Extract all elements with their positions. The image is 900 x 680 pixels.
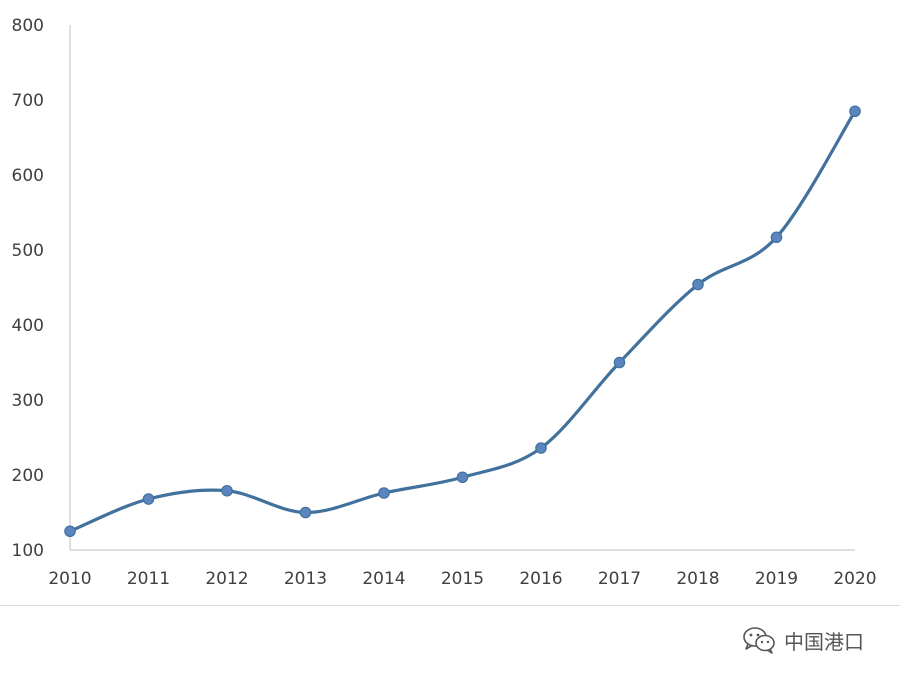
x-tick-label: 2013 xyxy=(284,569,327,589)
x-tick-label: 2020 xyxy=(833,569,876,589)
x-tick-label: 2017 xyxy=(598,569,641,589)
y-tick-label: 300 xyxy=(12,391,44,411)
data-point xyxy=(142,493,155,505)
y-tick-label: 800 xyxy=(12,16,44,36)
x-tick-label: 2014 xyxy=(362,569,405,589)
data-point xyxy=(613,356,626,369)
divider xyxy=(0,605,900,606)
data-point xyxy=(64,525,76,538)
data-point xyxy=(299,506,312,519)
y-tick-labels: 100 200 300 400 500 600 700 800 xyxy=(12,16,44,561)
markers-group xyxy=(64,105,861,538)
series-group xyxy=(68,109,857,533)
x-tick-labels: 2010 2011 2012 2013 2014 2015 2016 2017 2018 2019… xyxy=(48,569,876,589)
y-tick-label: 200 xyxy=(12,466,44,486)
data-point xyxy=(378,487,390,499)
watermark-text: 中国港口 xyxy=(784,629,864,654)
data-point xyxy=(535,442,547,454)
x-tick-label: 2010 xyxy=(48,569,91,589)
data-point xyxy=(849,105,861,118)
x-tick-label: 2019 xyxy=(755,569,798,589)
watermark: 中国港口 xyxy=(742,625,864,655)
y-tick-label: 400 xyxy=(12,316,44,336)
data-point xyxy=(692,278,704,291)
y-tick-label: 500 xyxy=(12,241,44,261)
y-tick-label: 100 xyxy=(12,541,44,561)
wechat-icon xyxy=(743,627,775,654)
data-point xyxy=(456,471,469,484)
data-point xyxy=(770,231,783,244)
x-tick-label: 2018 xyxy=(676,569,719,589)
x-tick-label: 2016 xyxy=(519,569,562,589)
x-tick-label: 2012 xyxy=(205,569,248,589)
x-tick-label: 2011 xyxy=(127,569,170,589)
y-tick-label: 600 xyxy=(12,166,44,186)
x-tick-label: 2015 xyxy=(441,569,484,589)
data-point xyxy=(221,484,233,497)
series-line xyxy=(68,109,857,533)
y-tick-label: 700 xyxy=(12,91,44,111)
